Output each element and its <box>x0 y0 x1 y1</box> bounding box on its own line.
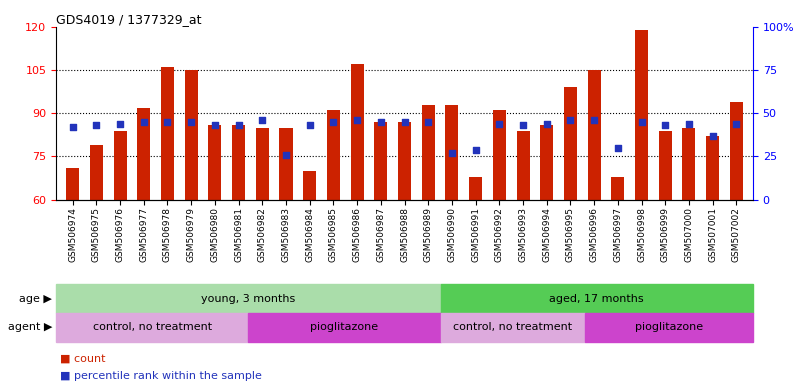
Point <box>398 119 411 125</box>
Bar <box>398 122 411 200</box>
Bar <box>185 70 198 200</box>
Point <box>280 152 292 158</box>
Point <box>422 119 435 125</box>
Point <box>66 124 79 130</box>
Bar <box>706 136 719 200</box>
Text: age ▶: age ▶ <box>19 293 52 304</box>
Text: GDS4019 / 1377329_at: GDS4019 / 1377329_at <box>56 13 202 26</box>
Text: pioglitazone: pioglitazone <box>634 322 703 333</box>
Text: ■ percentile rank within the sample: ■ percentile rank within the sample <box>60 371 262 381</box>
Bar <box>374 122 388 200</box>
Bar <box>469 177 482 200</box>
Point <box>208 122 221 128</box>
Bar <box>232 125 245 200</box>
Bar <box>445 104 458 200</box>
Point <box>114 121 127 127</box>
Bar <box>114 131 127 200</box>
Bar <box>421 104 435 200</box>
Point <box>517 122 529 128</box>
Point <box>327 119 340 125</box>
Text: agent ▶: agent ▶ <box>8 322 52 333</box>
Text: aged, 17 months: aged, 17 months <box>549 293 644 304</box>
Bar <box>585 313 753 342</box>
Bar <box>351 64 364 200</box>
Bar <box>303 171 316 200</box>
Point <box>256 117 268 123</box>
Bar <box>588 70 601 200</box>
Point <box>90 122 103 128</box>
Bar <box>66 168 79 200</box>
Point <box>232 122 245 128</box>
Text: pioglitazone: pioglitazone <box>310 322 379 333</box>
Bar <box>730 102 743 200</box>
Bar <box>56 284 441 313</box>
Text: control, no treatment: control, no treatment <box>453 322 572 333</box>
Bar <box>564 88 577 200</box>
Bar <box>90 145 103 200</box>
Bar <box>441 313 585 342</box>
Point <box>493 121 505 127</box>
Bar <box>658 131 672 200</box>
Point <box>706 133 719 139</box>
Text: ■ count: ■ count <box>60 354 106 364</box>
Point <box>445 150 458 156</box>
Bar <box>137 108 151 200</box>
Point <box>588 117 601 123</box>
Point <box>304 122 316 128</box>
Bar <box>493 111 506 200</box>
Point <box>564 117 577 123</box>
Bar <box>248 313 441 342</box>
Point <box>635 119 648 125</box>
Bar <box>517 131 529 200</box>
Point <box>351 117 364 123</box>
Bar <box>327 111 340 200</box>
Point <box>611 145 624 151</box>
Text: control, no treatment: control, no treatment <box>93 322 211 333</box>
Bar <box>161 67 174 200</box>
Bar <box>682 127 695 200</box>
Bar <box>635 30 648 200</box>
Point <box>161 119 174 125</box>
Point <box>137 119 150 125</box>
Point <box>541 121 553 127</box>
Bar <box>540 125 553 200</box>
Bar <box>256 127 269 200</box>
Bar <box>611 177 624 200</box>
Point <box>730 121 743 127</box>
Point <box>682 121 695 127</box>
Point <box>659 122 672 128</box>
Bar <box>280 127 292 200</box>
Bar <box>208 125 221 200</box>
Bar <box>56 313 248 342</box>
Text: young, 3 months: young, 3 months <box>201 293 296 304</box>
Bar <box>441 284 753 313</box>
Point <box>374 119 387 125</box>
Point <box>469 146 482 152</box>
Point <box>185 119 198 125</box>
